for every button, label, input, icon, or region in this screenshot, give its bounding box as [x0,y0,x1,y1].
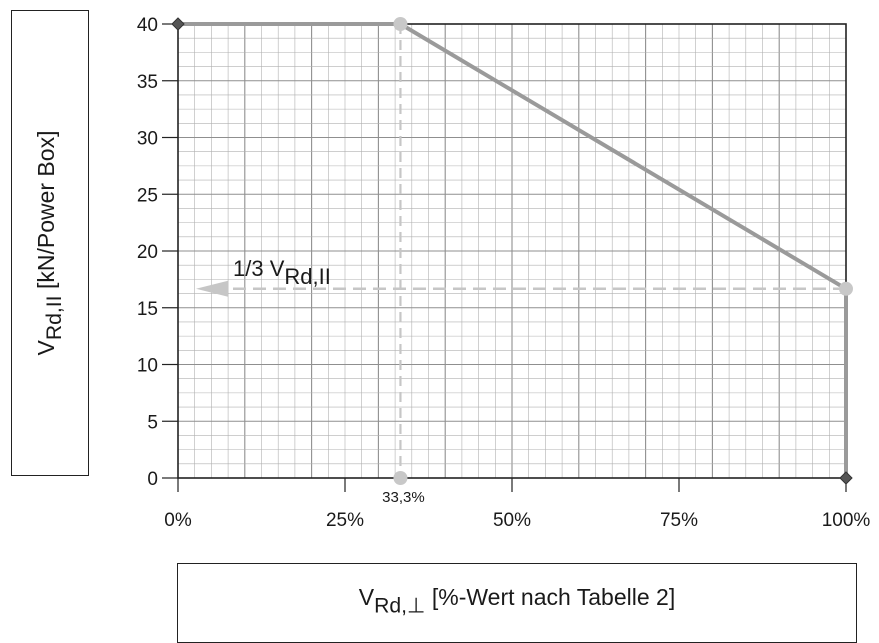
annotation-marker-label: 33,3% [382,489,425,506]
point-marker-third [839,281,853,296]
y-tick-label: 15 [137,299,158,320]
data-line [178,22,848,478]
x-tick-label: 100% [822,510,871,531]
x-tick-label: 75% [660,510,698,531]
annotation-third-subscript: Rd,II [284,264,330,289]
y-axis-label-box: VRd,II [kN/Power Box] [11,10,89,476]
x-axis-label-box: VRd,⊥ [%-Wert nach Tabelle 2] [177,563,857,643]
arrowhead [196,280,228,297]
x-tick-label: 50% [493,510,531,531]
y-axis-label: VRd,II [kN/Power Box] [33,131,67,356]
x-tick-label: 0% [164,510,192,531]
x-axis-label-main: V [358,584,375,610]
point-marker-axis [393,471,408,485]
point-marker-break [393,17,408,31]
y-axis-label-subscript: Rd,II [43,295,67,341]
y-tick-label: 35 [137,72,158,93]
y-tick-label: 30 [137,129,158,150]
y-tick-label: 10 [137,356,158,377]
point-marker-start [171,17,185,31]
y-tick-label: 40 [137,15,158,36]
y-tick-label: 20 [137,242,158,263]
chart: 0 5 10 15 20 25 30 35 40 0% 25% 50% 75% 100% 1/3 VRd,I… [137,15,871,531]
y-tick-label: 5 [147,412,158,433]
point-marker-end [839,471,853,485]
y-axis-label-main: V [32,340,59,356]
y-tick-label: 25 [137,185,158,206]
annotation-third-main: 1/3 V [233,256,285,281]
x-axis-label-subscript: Rd,⊥ [374,594,426,618]
y-tick-label: 0 [147,469,158,490]
x-tick-label: 25% [326,510,364,531]
x-axis-label-unit: [%-Wert nach Tabelle 2] [425,584,676,610]
x-axis-label: VRd,⊥ [%-Wert nach Tabelle 2] [178,584,856,618]
annotation-third: 1/3 VRd,II [233,256,331,289]
y-axis-label-unit: [kN/Power Box] [32,130,59,296]
